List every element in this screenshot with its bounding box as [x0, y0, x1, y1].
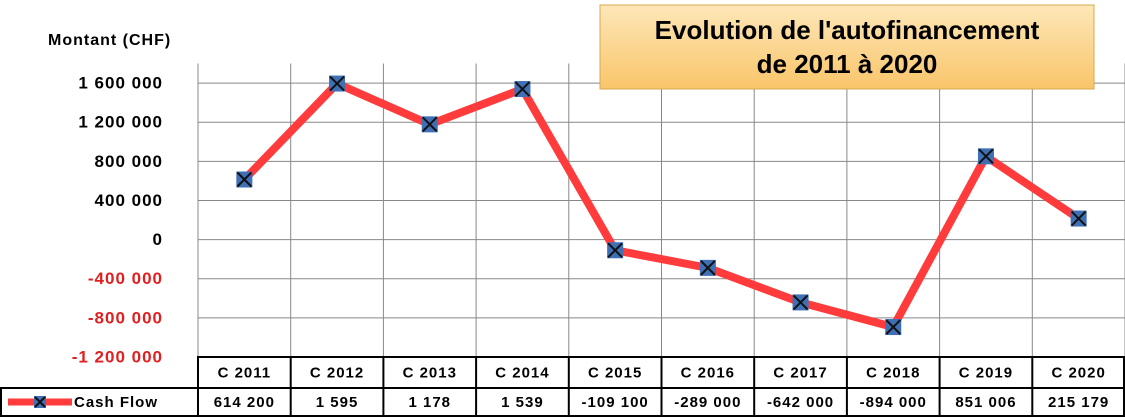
title-box — [599, 4, 1095, 90]
x-tick-label: C 2018 — [866, 364, 920, 381]
chart-title: Evolution de l'autofinancement — [655, 15, 1040, 45]
y-axis-label: Montant (CHF) — [48, 32, 171, 49]
data-label: -642 000 — [767, 394, 834, 411]
x-tick-label: C 2020 — [1051, 364, 1105, 381]
data-label: -289 000 — [674, 394, 741, 411]
data-label: -109 100 — [582, 394, 649, 411]
chart-title: de 2011 à 2020 — [757, 49, 938, 79]
legend-marker-cross — [34, 396, 46, 408]
series-line — [241, 79, 1081, 332]
x-tick-label: C 2017 — [773, 364, 827, 381]
x-tick-label: C 2013 — [403, 364, 457, 381]
marker-cross — [978, 148, 994, 165]
data-label: -894 000 — [860, 394, 927, 411]
x-tick-label: C 2015 — [588, 364, 642, 381]
y-tick-label: 1 600 000 — [78, 74, 163, 93]
y-tick-label: -1 200 000 — [72, 347, 163, 366]
x-tick-label: C 2019 — [959, 364, 1013, 381]
data-label: 614 200 — [214, 394, 275, 411]
marker-cross — [792, 294, 809, 311]
marker-cross — [236, 171, 253, 188]
x-tick-label: C 2016 — [681, 364, 735, 381]
data-label: 851 006 — [955, 394, 1016, 411]
y-tick-label: 800 000 — [95, 152, 163, 171]
data-label: 1 595 — [316, 394, 359, 411]
marker-cross — [607, 242, 623, 258]
y-tick-label: -400 000 — [88, 269, 163, 288]
y-tick-label: 0 — [153, 230, 163, 249]
data-label: 1 539 — [501, 394, 544, 411]
x-tick-label: C 2012 — [310, 364, 364, 381]
marker-cross — [422, 116, 438, 133]
data-label: 215 179 — [1048, 394, 1109, 411]
marker-cross — [1070, 210, 1087, 227]
data-label: 1 178 — [408, 394, 451, 411]
y-tick-label: 1 200 000 — [78, 113, 163, 132]
marker-cross — [885, 319, 901, 335]
legend-label: Cash Flow — [74, 394, 158, 411]
x-tick-label: C 2014 — [495, 364, 549, 381]
y-tick-label: 400 000 — [95, 191, 163, 210]
marker-cross — [700, 260, 716, 276]
marker-cross — [514, 81, 531, 97]
x-tick-label: C 2011 — [218, 364, 272, 381]
y-tick-label: -800 000 — [88, 308, 163, 327]
marker-cross — [329, 75, 345, 92]
table-data-row — [0, 387, 1125, 417]
